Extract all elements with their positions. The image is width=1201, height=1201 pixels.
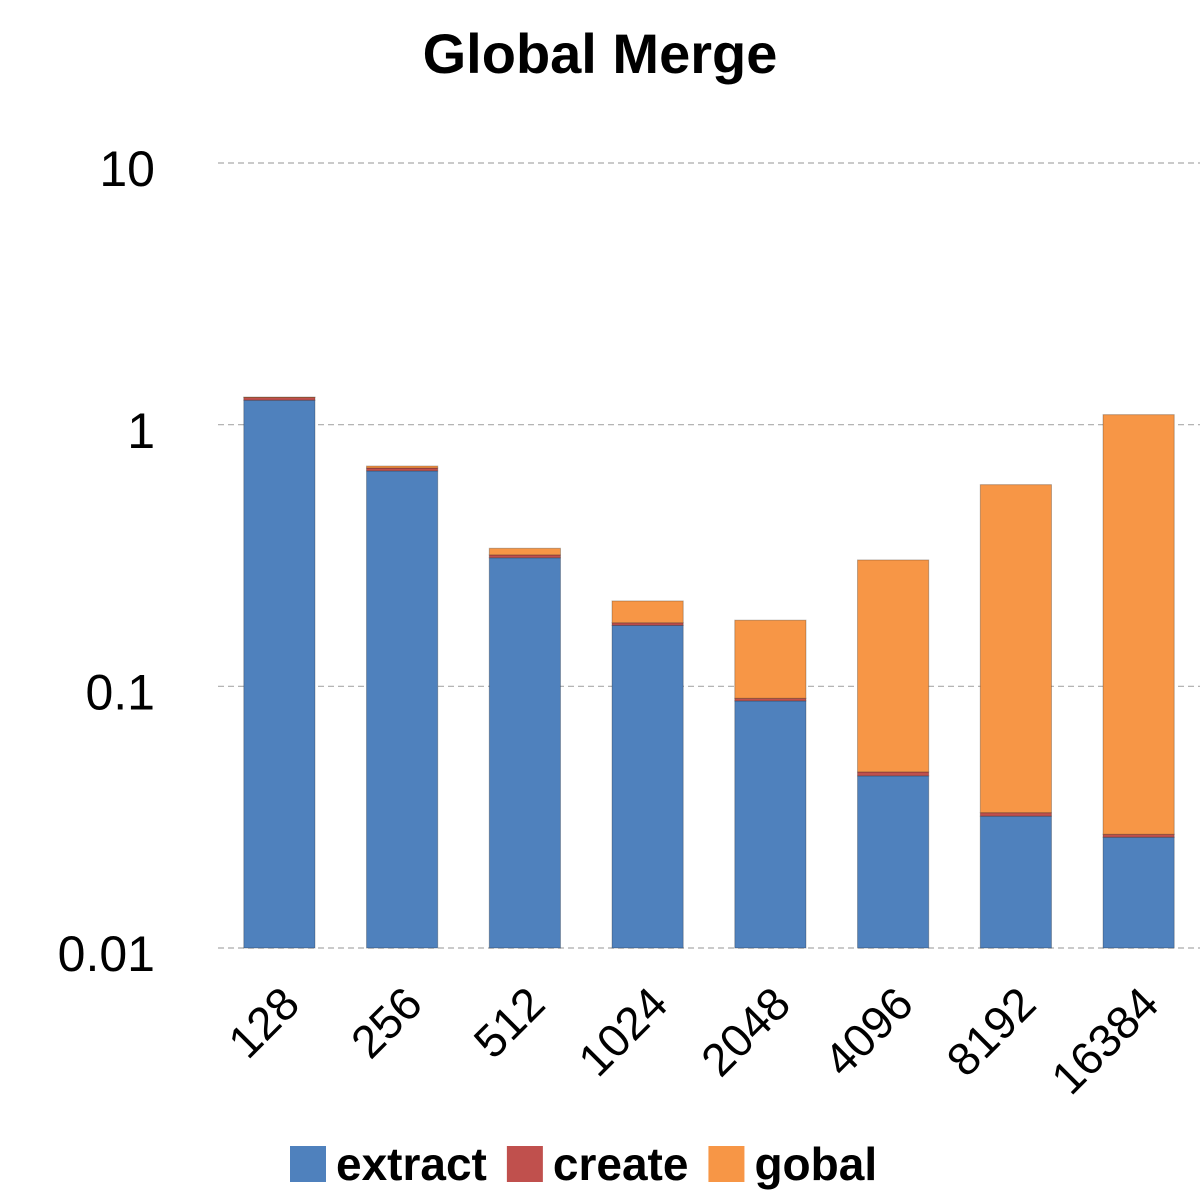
bar-segment [734, 619, 807, 699]
legend-swatch [506, 1146, 543, 1182]
bar-segment [979, 815, 1052, 949]
bar-segment [857, 771, 930, 777]
legend-label: extract [336, 1138, 487, 1190]
bar-segment [243, 399, 316, 949]
bar-segment [611, 624, 684, 949]
x-tick-label: 1024 [568, 977, 677, 1086]
y-tick-label: 0.1 [85, 665, 155, 721]
bar-segment [857, 559, 930, 773]
x-tick-label: 2048 [691, 977, 800, 1086]
x-tick-label: 4096 [814, 977, 923, 1086]
bar-segment [488, 557, 561, 949]
bar-segment [366, 465, 439, 469]
legend-swatch [290, 1146, 326, 1182]
bar-segment [1102, 836, 1175, 949]
bar-segment [734, 700, 807, 949]
legend-label: gobal [754, 1138, 877, 1190]
bar-segment [857, 775, 930, 949]
bar-segment [979, 484, 1052, 814]
bar-segment [366, 470, 439, 949]
legend: extract create gobal [290, 1138, 877, 1190]
bar-segment [979, 812, 1052, 817]
x-tick-label: 16384 [1041, 977, 1168, 1104]
y-tick-label: 0.01 [58, 926, 155, 982]
chart-title: Global Merge [423, 22, 778, 85]
bar-segment [1102, 414, 1175, 835]
y-tick-label: 1 [127, 403, 155, 459]
legend-label: create [553, 1138, 689, 1190]
bar-segment [488, 547, 561, 556]
x-tick-label: 512 [464, 977, 555, 1068]
bar-segment [611, 600, 684, 624]
x-tick-label: 256 [341, 977, 432, 1068]
x-tick-label: 8192 [936, 977, 1045, 1086]
x-tick-label: 128 [218, 977, 309, 1068]
legend-swatch [708, 1146, 745, 1182]
y-tick-label: 10 [99, 141, 155, 197]
